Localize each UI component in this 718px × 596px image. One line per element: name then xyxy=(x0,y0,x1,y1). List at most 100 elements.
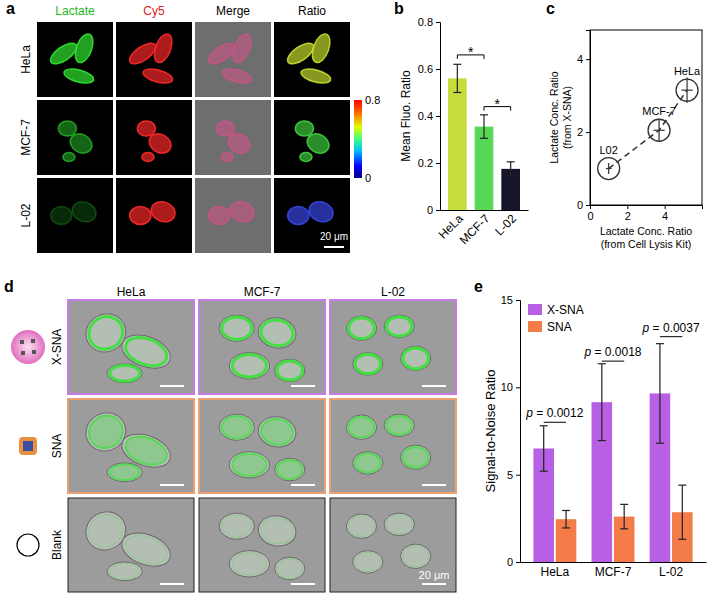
marks xyxy=(598,77,698,179)
tick-label: 4 xyxy=(662,210,668,222)
bar xyxy=(448,78,467,210)
tick-label: 0 xyxy=(507,556,513,568)
y-error-bar xyxy=(608,163,609,174)
tick-label: 0.6 xyxy=(418,63,433,75)
row-label: SNA xyxy=(50,434,64,459)
tick-label: 15 xyxy=(501,294,513,306)
cell xyxy=(230,32,255,65)
tick: 15 xyxy=(501,294,520,306)
cell xyxy=(107,364,142,383)
micrograph xyxy=(195,178,271,253)
cell xyxy=(300,66,332,85)
error-bar xyxy=(562,510,570,527)
error-bar xyxy=(656,344,664,444)
image-background xyxy=(330,300,456,394)
image-background xyxy=(330,399,456,493)
tick-label: MCF-7 xyxy=(595,565,632,579)
cell xyxy=(353,353,383,376)
x-axis-title: (from Cell Lysis Kit) xyxy=(601,238,692,250)
cell-signal xyxy=(232,454,266,476)
error-cap xyxy=(562,527,570,528)
significance-bracket xyxy=(660,336,682,337)
cell xyxy=(209,207,230,225)
cell xyxy=(63,66,95,85)
column-header: Merge xyxy=(216,4,250,18)
cell xyxy=(384,513,414,536)
tick: HeLa xyxy=(541,565,570,579)
tick-label: 0.4 xyxy=(418,110,433,122)
icon-shape xyxy=(20,340,24,344)
image-background xyxy=(330,498,456,592)
significance-bracket xyxy=(544,422,566,423)
cell xyxy=(256,414,298,450)
cell xyxy=(401,544,431,568)
micrograph xyxy=(37,100,113,175)
micrograph xyxy=(199,498,325,592)
cell xyxy=(306,198,336,225)
micrograph xyxy=(116,22,192,97)
cell xyxy=(229,452,269,478)
point xyxy=(648,119,670,141)
micrograph xyxy=(37,22,113,97)
legend-swatch xyxy=(528,304,542,315)
micrograph xyxy=(37,178,113,253)
cell xyxy=(401,346,431,370)
tick-label: L-02 xyxy=(659,565,683,579)
cell xyxy=(275,359,305,382)
cell-signal xyxy=(403,348,429,369)
tick: L-02 xyxy=(492,211,519,238)
error-cap xyxy=(598,363,606,364)
image-background xyxy=(274,178,350,253)
error-cap xyxy=(598,440,606,441)
cell xyxy=(384,315,414,338)
cell xyxy=(288,207,309,225)
error-line xyxy=(543,426,544,471)
cell-signal xyxy=(349,318,375,339)
tick: L-02 xyxy=(659,565,683,579)
tick: 0 xyxy=(587,205,593,222)
cell-signal xyxy=(232,553,266,575)
cell xyxy=(58,121,76,136)
cell xyxy=(130,207,151,225)
cell xyxy=(107,562,142,581)
micrograph xyxy=(195,22,271,97)
error-bar xyxy=(540,426,548,471)
scale-bar xyxy=(422,484,446,486)
error-cap xyxy=(453,64,461,65)
icon-shape xyxy=(19,437,37,455)
tick: 0 xyxy=(507,556,520,568)
image-background xyxy=(116,100,192,175)
error-cap xyxy=(453,92,461,93)
error-cap xyxy=(507,161,515,162)
cell xyxy=(256,513,298,549)
cell xyxy=(63,153,75,162)
chart-c: L02MCF-7HeLa024024Lactate Conc. Ratio(fr… xyxy=(548,30,703,250)
error-cap xyxy=(507,175,515,176)
column-header: Cy5 xyxy=(143,4,165,18)
cell xyxy=(227,198,257,225)
tick-label: 5 xyxy=(507,469,513,481)
tick: 0.8 xyxy=(418,16,440,28)
y-error-bar xyxy=(686,77,687,103)
icon-shape xyxy=(17,534,39,556)
cell xyxy=(346,415,376,439)
cell xyxy=(275,458,305,481)
tick-mark xyxy=(436,69,440,70)
cell xyxy=(229,353,269,379)
icon-shape xyxy=(32,350,36,354)
cell xyxy=(219,513,254,539)
colorbar-label: 0.8 xyxy=(365,94,380,106)
cell xyxy=(300,153,312,162)
tick-label: 0 xyxy=(577,199,583,211)
scale-bar xyxy=(291,484,315,486)
error-line xyxy=(624,504,625,528)
icon-shape xyxy=(31,339,35,343)
micrograph xyxy=(330,498,456,592)
tick-label: 0 xyxy=(427,204,433,216)
error-cap xyxy=(620,504,628,505)
row-label: L-02 xyxy=(19,203,33,227)
marks xyxy=(448,64,520,210)
cell xyxy=(221,66,253,85)
error-cap xyxy=(540,471,548,472)
tick-mark xyxy=(436,22,440,23)
